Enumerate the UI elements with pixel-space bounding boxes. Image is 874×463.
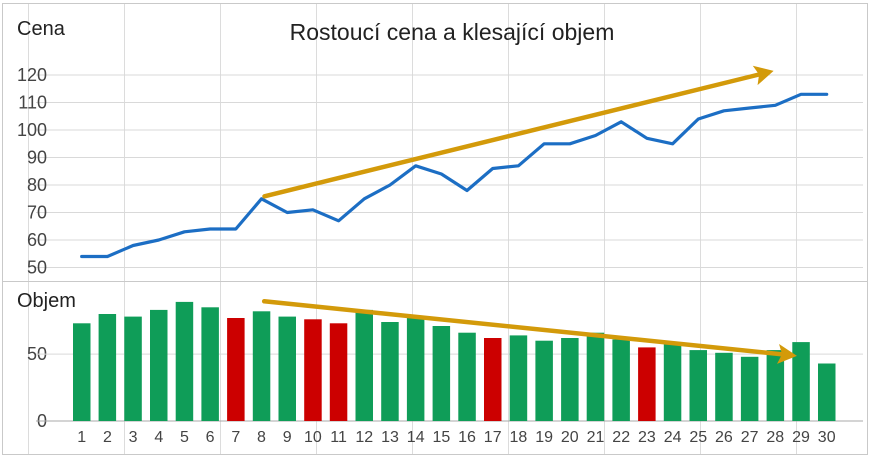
svg-text:6: 6 <box>206 429 215 446</box>
svg-text:23: 23 <box>638 429 656 446</box>
svg-text:90: 90 <box>27 148 47 168</box>
svg-text:100: 100 <box>17 120 47 140</box>
svg-text:11: 11 <box>330 429 347 446</box>
svg-text:29: 29 <box>792 429 810 446</box>
svg-text:28: 28 <box>766 429 784 446</box>
svg-text:13: 13 <box>381 429 399 446</box>
svg-text:5: 5 <box>180 429 189 446</box>
svg-text:22: 22 <box>612 429 630 446</box>
svg-text:25: 25 <box>689 429 707 446</box>
svg-text:15: 15 <box>433 429 451 446</box>
svg-text:9: 9 <box>283 429 292 446</box>
svg-text:24: 24 <box>664 429 682 446</box>
svg-text:4: 4 <box>154 429 163 446</box>
svg-text:18: 18 <box>510 429 528 446</box>
svg-text:26: 26 <box>715 429 733 446</box>
svg-text:30: 30 <box>818 429 836 446</box>
svg-text:3: 3 <box>129 429 138 446</box>
svg-text:60: 60 <box>27 230 47 250</box>
svg-text:17: 17 <box>484 429 502 446</box>
svg-text:21: 21 <box>587 429 605 446</box>
svg-text:110: 110 <box>18 93 47 113</box>
svg-text:120: 120 <box>17 65 47 85</box>
svg-text:50: 50 <box>27 258 47 278</box>
svg-text:19: 19 <box>535 429 553 446</box>
svg-text:70: 70 <box>27 203 47 223</box>
svg-text:12: 12 <box>355 429 373 446</box>
svg-text:20: 20 <box>561 429 579 446</box>
svg-text:80: 80 <box>27 175 47 195</box>
svg-text:27: 27 <box>741 429 759 446</box>
svg-text:1: 1 <box>77 429 86 446</box>
svg-text:8: 8 <box>257 429 266 446</box>
svg-text:7: 7 <box>231 429 240 446</box>
svg-text:10: 10 <box>304 429 322 446</box>
svg-text:14: 14 <box>407 429 425 446</box>
svg-text:2: 2 <box>103 429 112 446</box>
svg-text:16: 16 <box>458 429 476 446</box>
